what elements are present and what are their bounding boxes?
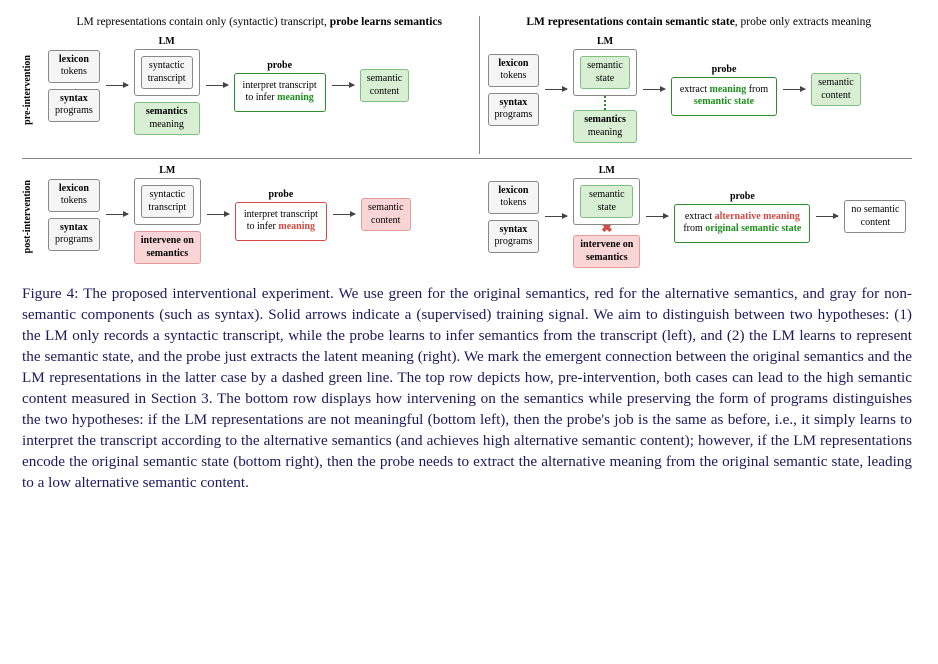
arrow-icon — [545, 216, 567, 217]
arrow-icon — [207, 214, 229, 215]
rowlabel-pre: pre-intervention — [22, 55, 40, 125]
horizontal-separator — [22, 158, 912, 159]
arrow-icon — [106, 85, 128, 86]
syntactic-transcript: syntactictranscript — [141, 185, 194, 218]
arrow-icon — [332, 85, 354, 86]
intervene-semantics: intervene onsemantics — [573, 235, 640, 268]
diagram-grid: LM representations contain only (syntact… — [22, 16, 912, 270]
probe-extract-alt: extract alternative meaning from origina… — [674, 204, 810, 243]
syntax-box: syntaxprograms — [488, 220, 540, 253]
lexicon-box: lexicontokens — [488, 54, 540, 87]
probe-extract: extract meaning from semantic state — [671, 77, 777, 116]
arrow-icon — [106, 214, 128, 215]
vertical-separator — [479, 16, 480, 154]
arrow-icon — [643, 89, 665, 90]
arrow-icon — [646, 216, 668, 217]
figure-4: LM representations contain only (syntact… — [22, 16, 912, 494]
syntax-box: syntaxprograms — [488, 93, 540, 126]
arrow-icon — [545, 89, 567, 90]
semantic-content: semanticcontent — [361, 198, 411, 231]
syntax-box: syntaxprograms — [48, 218, 100, 251]
probe-interpret: interpret transcript to infer meaning — [235, 202, 327, 241]
syntax-box: syntaxprograms — [48, 89, 100, 122]
semantics-meaning: semanticsmeaning — [134, 102, 200, 135]
probe-block: probe extract alternative meaning from o… — [674, 191, 810, 243]
col-title-left: LM representations contain only (syntact… — [46, 16, 473, 30]
panel-bottom-right: lexicontokens syntaxprograms LM semantic… — [486, 163, 913, 270]
x-icon: ✖ — [573, 225, 640, 235]
arrow-icon — [783, 89, 805, 90]
lexicon-box: lexicontokens — [48, 50, 100, 83]
probe-block: probe interpret transcript to infer mean… — [235, 189, 327, 241]
panel-top-right: lexicontokens syntaxprograms LM semantic… — [486, 34, 913, 145]
col-title-right: LM representations contain semantic stat… — [486, 16, 913, 30]
semantic-state: semanticstate — [580, 185, 633, 218]
no-semantic-content: no semanticcontent — [844, 200, 906, 233]
arrow-icon — [206, 85, 228, 86]
lm-block: LM semanticstate ✖ intervene onsemantics — [573, 165, 640, 268]
panel-bottom-left: lexicontokens syntaxprograms LM syntacti… — [46, 163, 473, 270]
arrow-icon — [333, 214, 355, 215]
dashed-connector — [604, 96, 607, 110]
figure-caption: Figure 4: The proposed interventional ex… — [22, 284, 912, 494]
syntactic-transcript: syntactictranscript — [141, 56, 193, 89]
lm-block: LM syntactictranscript intervene onseman… — [134, 165, 201, 264]
lexicon-box: lexicontokens — [488, 181, 540, 214]
probe-interpret: interpret transcript to infer meaning — [234, 73, 326, 112]
probe-block: probe interpret transcript to infer mean… — [234, 60, 326, 112]
semantic-state: semanticstate — [580, 56, 630, 89]
semantic-content: semanticcontent — [811, 73, 861, 106]
probe-block: probe extract meaning from semantic stat… — [671, 64, 777, 116]
intervene-semantics: intervene onsemantics — [134, 231, 201, 264]
lexicon-box: lexicontokens — [48, 179, 100, 212]
panel-top-left: lexicontokens syntaxprograms LM syntacti… — [46, 34, 473, 145]
lm-block: LM syntactictranscript semanticsmeaning — [134, 36, 200, 135]
semantic-content: semanticcontent — [360, 69, 410, 102]
rowlabel-post: post-intervention — [22, 180, 40, 253]
semantics-meaning: semanticsmeaning — [573, 110, 637, 143]
arrow-icon — [816, 216, 838, 217]
lm-block: LM semanticstate semanticsmeaning — [573, 36, 637, 143]
